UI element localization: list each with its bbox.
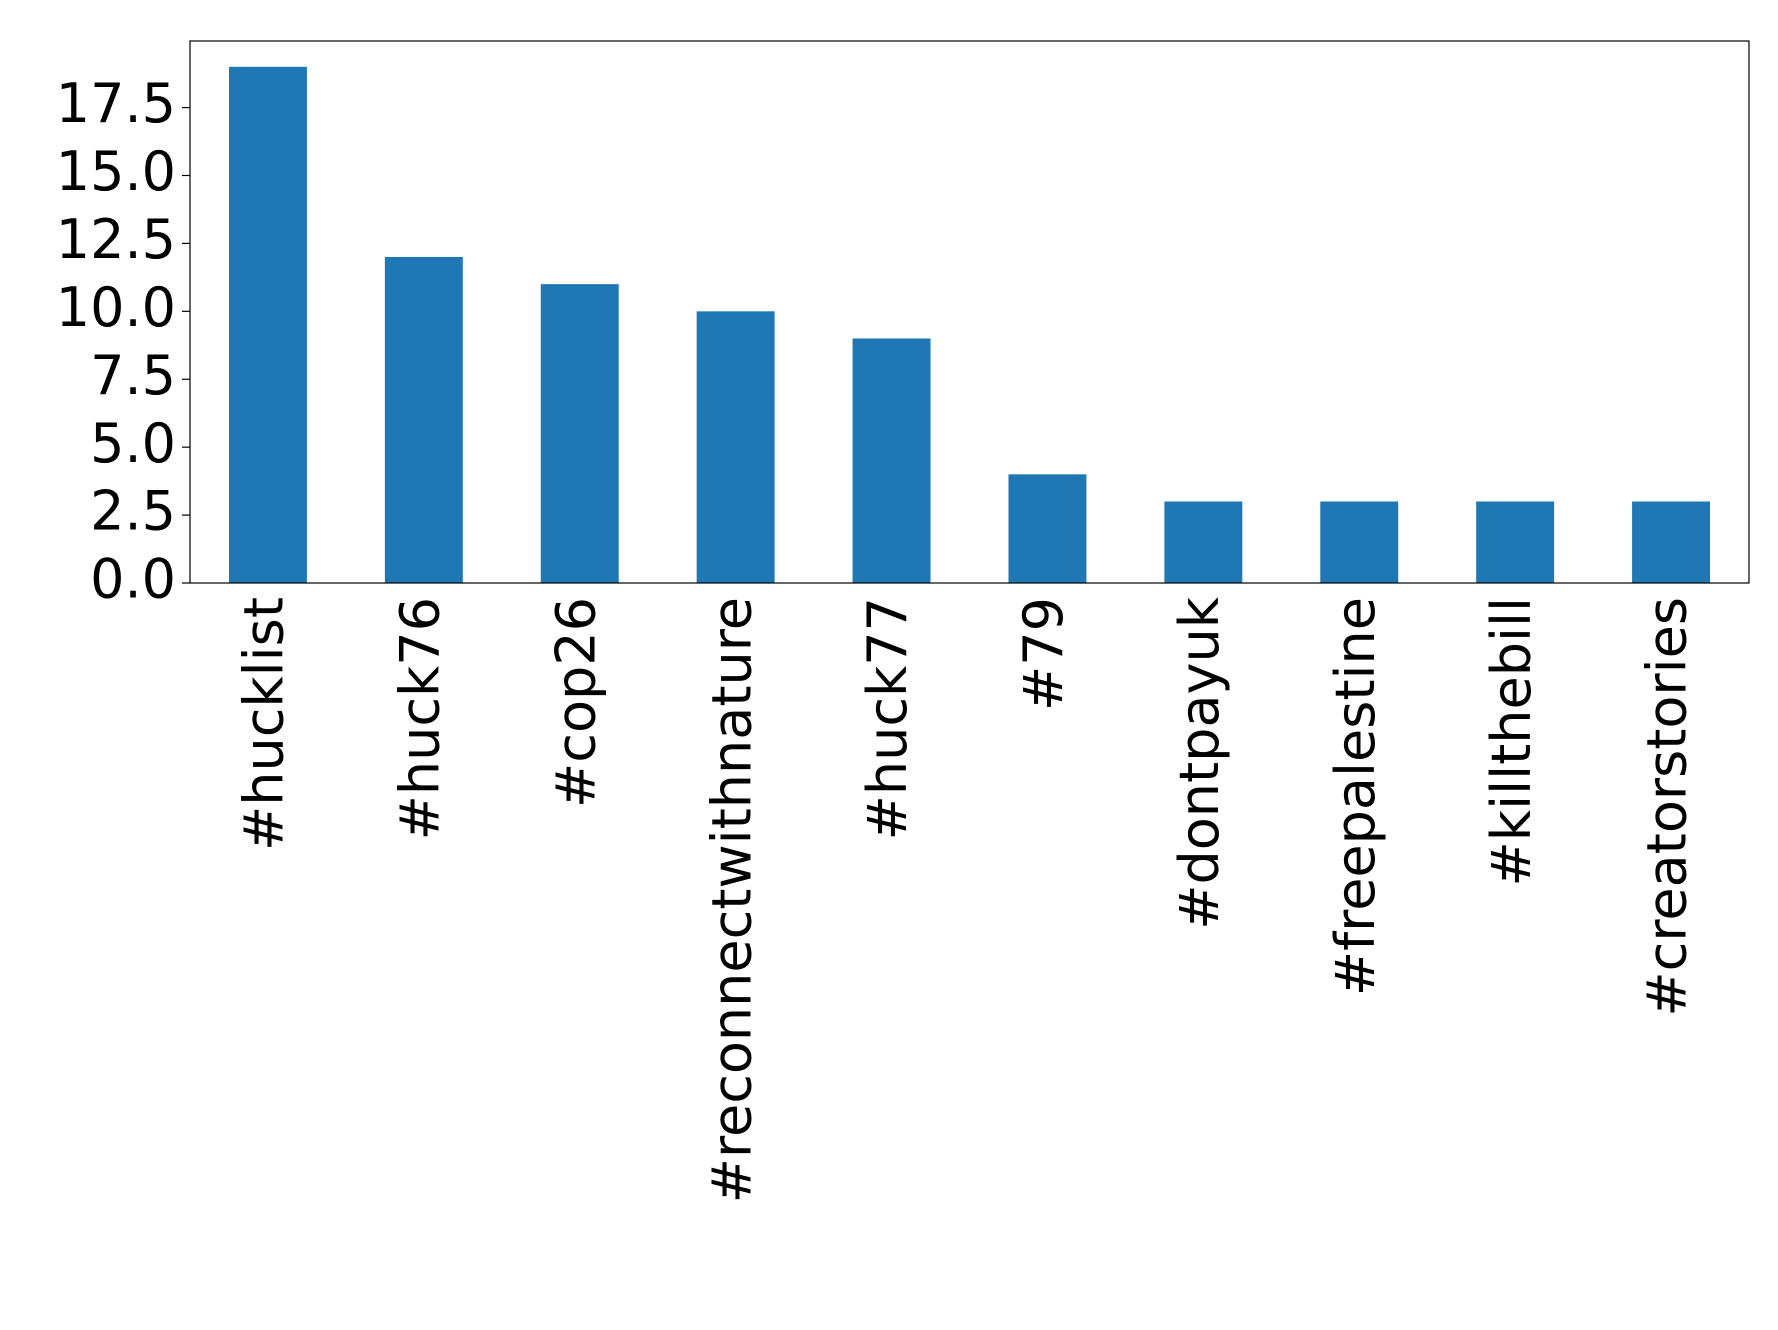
y-tick-label: 12.5: [56, 208, 176, 271]
x-tick-label: #hucklist: [233, 597, 296, 851]
y-tick-label: 5.0: [90, 412, 176, 475]
x-tick-label: #reconnectwithnature: [700, 597, 763, 1203]
bar: [1164, 501, 1243, 583]
bar: [852, 338, 931, 583]
x-tick-label: #freepalestine: [1324, 597, 1387, 996]
y-tick-label: 10.0: [56, 276, 176, 339]
x-tick-label: #dontpayuk: [1168, 596, 1231, 930]
x-tick-label: #79: [1012, 597, 1075, 711]
y-tick-label: 7.5: [90, 344, 176, 407]
y-tick-label: 2.5: [90, 480, 176, 543]
bar: [696, 311, 775, 583]
bar: [384, 256, 463, 583]
y-tick-label: 15.0: [56, 140, 176, 203]
bar: [1320, 501, 1399, 583]
bar: [540, 284, 619, 583]
bar: [1008, 474, 1087, 583]
plot-frame: [189, 40, 1750, 584]
x-tick-label: #huck77: [856, 597, 919, 840]
y-tick-label: 0.0: [90, 548, 176, 611]
x-tick-label: #killthebill: [1480, 597, 1543, 886]
bar: [1632, 501, 1711, 583]
x-tick-label: #huck76: [388, 597, 451, 840]
bar: [228, 66, 307, 584]
y-tick-label: 17.5: [56, 72, 176, 135]
x-tick-label: #cop26: [544, 597, 607, 808]
bar: [1476, 501, 1555, 583]
x-tick-label: #creatorstories: [1636, 597, 1699, 1017]
